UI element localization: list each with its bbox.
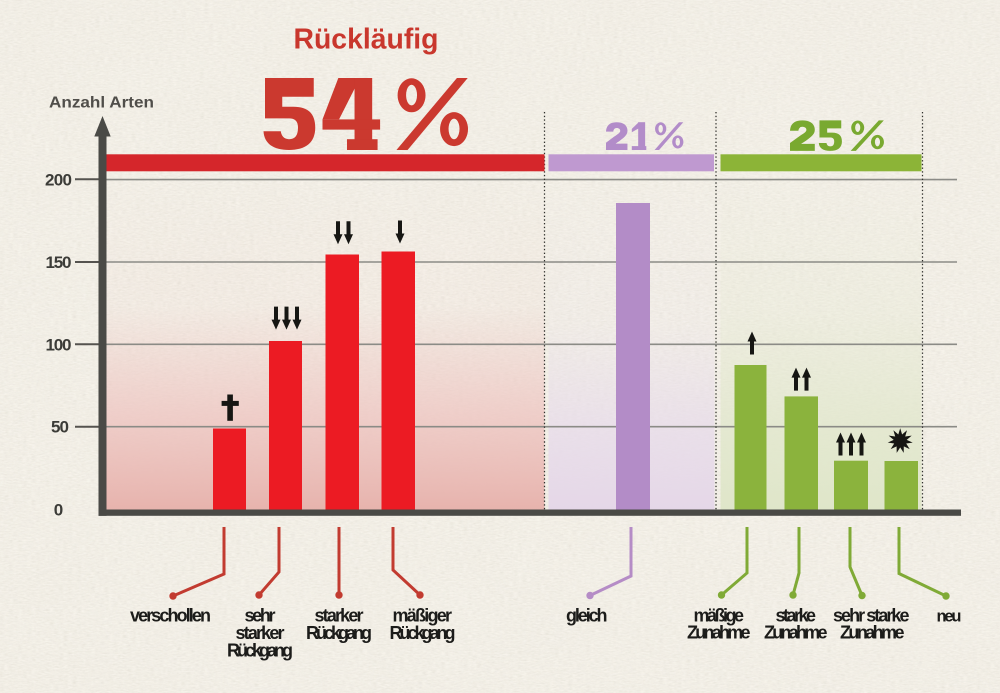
svg-text:mäßiger: mäßiger <box>393 606 453 626</box>
svg-text:0: 0 <box>54 500 63 519</box>
svg-text:100: 100 <box>46 335 72 354</box>
svg-text:Anzahl Arten: Anzahl Arten <box>49 95 154 112</box>
svg-text:Zunahme: Zunahme <box>764 623 828 643</box>
svg-text:Rückgang: Rückgang <box>227 641 293 661</box>
svg-text:verschollen: verschollen <box>130 606 211 626</box>
svg-text:Rückgang: Rückgang <box>390 623 456 643</box>
svg-text:150: 150 <box>46 253 72 272</box>
svg-text:Rückgang: Rückgang <box>306 623 372 643</box>
svg-text:Rückläufig: Rückläufig <box>294 24 439 56</box>
svg-text:Zunahme: Zunahme <box>840 623 905 643</box>
svg-text:50: 50 <box>51 418 69 437</box>
svg-text:starke: starke <box>776 606 817 626</box>
svg-text:sehr: sehr <box>245 606 276 626</box>
svg-text:Zunahme: Zunahme <box>687 623 751 643</box>
svg-text:200: 200 <box>45 170 72 189</box>
svg-text:starker: starker <box>315 606 364 626</box>
svg-text:starker: starker <box>236 623 285 643</box>
svg-text:sehr starke: sehr starke <box>833 606 910 626</box>
svg-text:gleich: gleich <box>566 606 608 626</box>
svg-text:neu: neu <box>937 608 962 626</box>
svg-text:mäßige: mäßige <box>694 606 745 626</box>
